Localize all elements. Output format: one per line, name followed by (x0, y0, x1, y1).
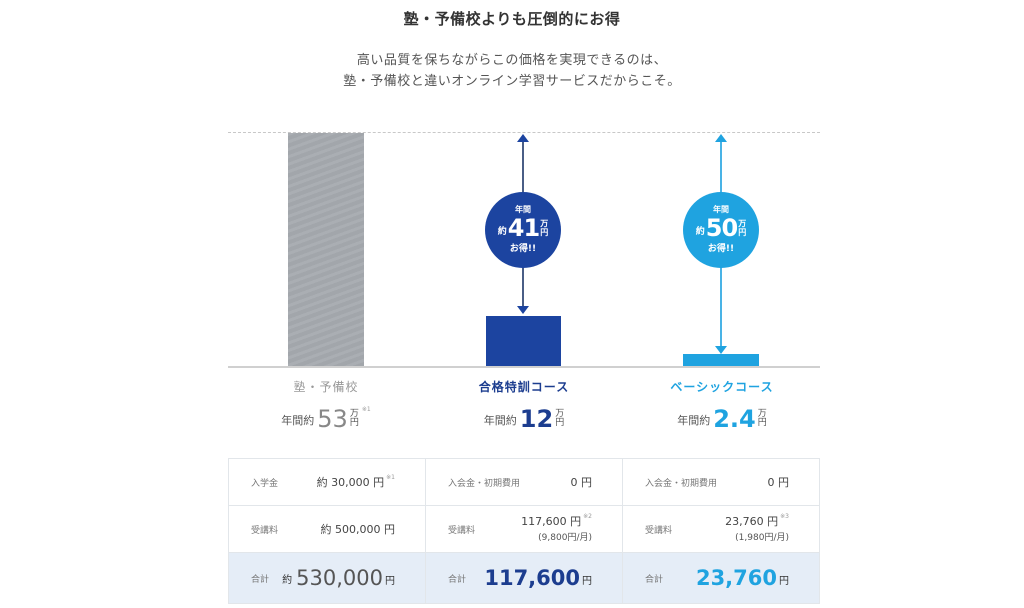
arrow-down-icon (517, 306, 529, 314)
bar-juku (288, 133, 364, 366)
monthly-price: (9,800円/月) (538, 533, 592, 543)
total-value: 23,760 (695, 566, 777, 590)
row-value: 23,760 円 (725, 515, 779, 528)
max-dashed-line (228, 132, 820, 133)
monthly-price: (1,980円/月) (735, 533, 789, 543)
badge-prefix: 約 (497, 227, 507, 237)
row-label: 受講料 (251, 525, 279, 536)
badge-bottom: お得!! (707, 244, 735, 254)
price-comparison-chart: 年間 約 41 万円 お得!! 年間 約 50 万円 お得!! (228, 120, 820, 370)
table-row: 入会金・初期費用 0 円 (426, 459, 622, 506)
page-subtitle: 高い品質を保ちながらこの価格を実現できるのは、 塾・予備校と違いオンライン学習サ… (0, 50, 1024, 92)
course-name: ベーシックコース (670, 380, 774, 394)
badge-label: 年間 (713, 205, 729, 214)
total-label: 合計 (645, 574, 664, 585)
footnote-marker: ※1 (361, 406, 371, 413)
course-labels: 塾・予備校 年間約 53 万円 ※1 合格特訓コース 年間約 12 万円 ベーシ… (228, 378, 820, 438)
arrow-down-icon (715, 346, 727, 354)
table-column-basic: 入会金・初期費用 0 円 受講料 23,760 円 ※3 (1,980円/月) 合… (623, 459, 819, 603)
badge-unit: 円 (540, 228, 549, 237)
table-column-juku: 入学金 約 30,000 円 ※1 受講料 約 500,000 円 合計 約 53… (229, 459, 426, 603)
subtitle-line-1: 高い品質を保ちながらこの価格を実現できるのは、 (356, 53, 668, 68)
total-label: 合計 (448, 574, 467, 585)
badge-label: 年間 (515, 205, 531, 214)
arrow-up-icon (715, 134, 727, 142)
label-gokaku: 合格特訓コース 年間約 12 万円 (426, 378, 622, 432)
table-row: 受講料 23,760 円 ※3 (1,980円/月) (623, 506, 819, 553)
chart-baseline (228, 366, 820, 368)
price-number: 53 (317, 405, 348, 433)
row-value: 117,600 円 (521, 515, 582, 528)
table-row: 受講料 117,600 円 ※2 (9,800円/月) (426, 506, 622, 553)
price-prefix: 年間約 (483, 414, 517, 427)
total-label: 合計 (251, 574, 270, 585)
row-label: 入会金・初期費用 (448, 478, 521, 489)
badge-bottom: お得!! (509, 244, 537, 254)
badge-number: 41 (507, 214, 540, 242)
price-unit: 円 (555, 418, 565, 428)
arrow-up-icon (517, 134, 529, 142)
footnote-marker: ※2 (583, 513, 592, 520)
price-number: 2.4 (713, 405, 756, 433)
badge-number: 50 (705, 214, 738, 242)
table-row: 入会金・初期費用 0 円 (623, 459, 819, 506)
price-unit: 万 (555, 409, 565, 419)
footnote-marker: ※1 (386, 474, 395, 481)
badge-unit: 万 (738, 219, 747, 228)
badge-unit: 円 (738, 228, 747, 237)
total-value: 117,600 (484, 566, 580, 590)
price-unit: 万 (757, 409, 767, 419)
row-label: 受講料 (645, 525, 673, 536)
footnote-marker: ※3 (780, 513, 789, 520)
total-value: 530,000 (296, 566, 383, 590)
subtitle-line-2: 塾・予備校と違いオンライン学習サービスだからこそ。 (343, 74, 681, 89)
page-title: 塾・予備校よりも圧倒的にお得 (403, 10, 621, 28)
bar-gokaku-course (486, 316, 561, 366)
row-value: 約 30,000 円 (316, 476, 385, 489)
price-prefix: 年間約 (281, 414, 315, 427)
cost-breakdown-table: 入学金 約 30,000 円 ※1 受講料 約 500,000 円 合計 約 53… (228, 458, 820, 604)
table-row: 受講料 約 500,000 円 (229, 506, 425, 553)
price-unit: 万 (349, 409, 359, 419)
price-unit: 円 (349, 418, 359, 428)
row-label: 受講料 (448, 525, 476, 536)
price-number: 12 (519, 405, 554, 433)
total-yen: 円 (385, 576, 395, 587)
label-basic: ベーシックコース 年間約 2.4 万円 (624, 378, 820, 432)
table-column-gokaku: 入会金・初期費用 0 円 受講料 117,600 円 ※2 (9,800円/月) … (426, 459, 623, 603)
row-value: 0 円 (570, 476, 593, 489)
table-row-total: 合計 117,600 円 (426, 553, 622, 603)
price-prefix: 年間約 (677, 414, 711, 427)
row-label: 入学金 (251, 478, 279, 489)
row-label: 入会金・初期費用 (645, 478, 718, 489)
savings-badge-gokaku: 年間 約 41 万円 お得!! (485, 192, 561, 268)
row-value: 0 円 (767, 476, 790, 489)
total-prefix: 約 (282, 575, 293, 586)
course-name: 合格特訓コース (478, 380, 570, 394)
total-yen: 円 (779, 576, 789, 587)
price-unit: 円 (757, 418, 767, 428)
badge-prefix: 約 (695, 227, 705, 237)
bar-basic-course (683, 354, 759, 366)
row-value: 約 500,000 円 (320, 523, 395, 536)
total-yen: 円 (582, 576, 592, 587)
table-row: 入学金 約 30,000 円 ※1 (229, 459, 425, 506)
table-row-total: 合計 23,760 円 (623, 553, 819, 603)
label-juku: 塾・予備校 年間約 53 万円 ※1 (228, 378, 424, 432)
table-row-total: 合計 約 530,000 円 (229, 553, 425, 603)
course-name: 塾・予備校 (293, 380, 359, 394)
savings-badge-basic: 年間 約 50 万円 お得!! (683, 192, 759, 268)
badge-unit: 万 (540, 219, 549, 228)
